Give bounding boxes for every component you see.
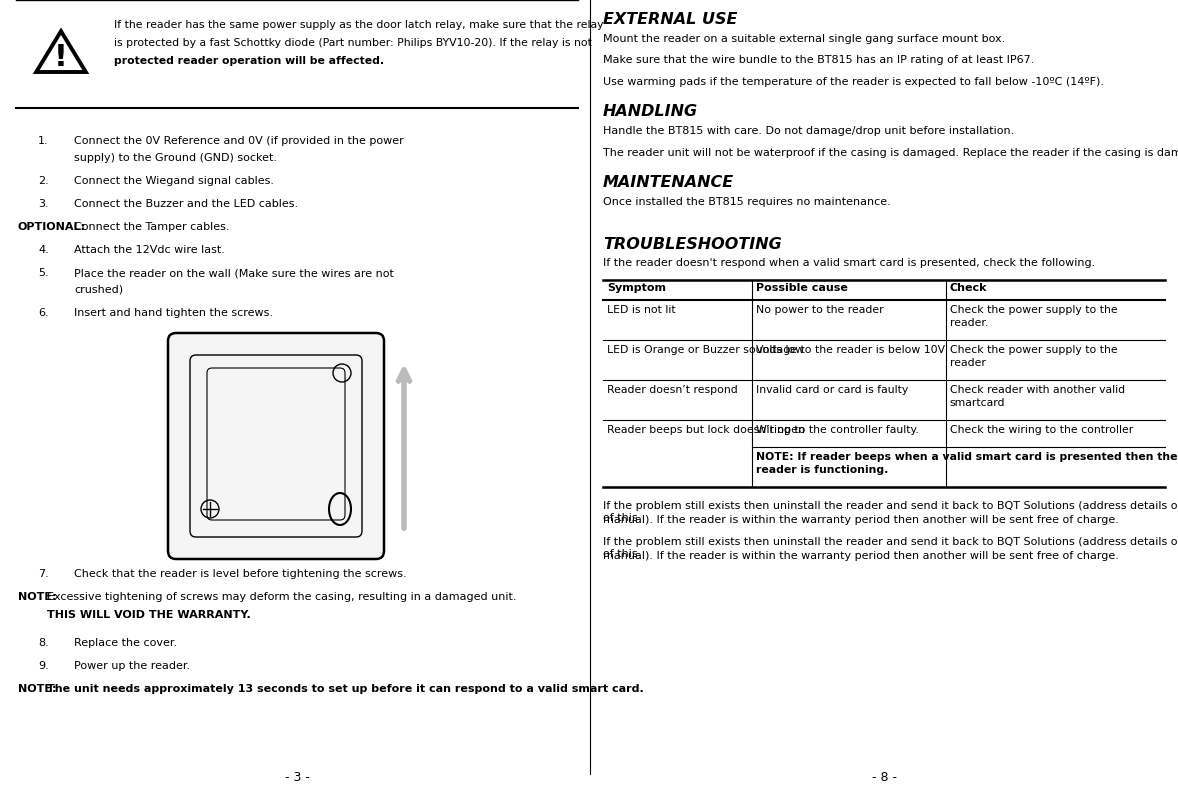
- Text: Mount the reader on a suitable external single gang surface mount box.: Mount the reader on a suitable external …: [603, 34, 1005, 44]
- Text: If the reader has the same power supply as the door latch relay, make sure that : If the reader has the same power supply …: [114, 20, 603, 30]
- FancyBboxPatch shape: [168, 333, 384, 559]
- Text: OPTIONAL:: OPTIONAL:: [18, 222, 86, 232]
- Text: protected reader operation will be affected.: protected reader operation will be affec…: [114, 56, 384, 66]
- Text: reader.: reader.: [949, 318, 988, 328]
- Text: Check: Check: [949, 283, 987, 293]
- Text: Once installed the BT815 requires no maintenance.: Once installed the BT815 requires no mai…: [603, 197, 891, 207]
- Text: reader: reader: [949, 358, 986, 368]
- Text: Symptom: Symptom: [607, 283, 666, 293]
- Text: is protected by a fast Schottky diode (Part number: Philips BYV10-20). If the re: is protected by a fast Schottky diode (P…: [114, 38, 591, 48]
- Text: Check that the reader is level before tightening the screws.: Check that the reader is level before ti…: [74, 569, 406, 579]
- Text: Reader doesn’t respond: Reader doesn’t respond: [607, 385, 737, 395]
- Text: Insert and hand tighten the screws.: Insert and hand tighten the screws.: [74, 308, 273, 318]
- Text: 5.: 5.: [38, 268, 48, 278]
- Text: NOTE:: NOTE:: [18, 684, 57, 694]
- Text: Replace the cover.: Replace the cover.: [74, 638, 177, 648]
- Text: smartcard: smartcard: [949, 398, 1005, 408]
- Text: The reader unit will not be waterproof if the casing is damaged. Replace the rea: The reader unit will not be waterproof i…: [603, 148, 1178, 158]
- Text: Connect the 0V Reference and 0V (if provided in the power: Connect the 0V Reference and 0V (if prov…: [74, 136, 404, 146]
- Text: 9.: 9.: [38, 661, 48, 671]
- Text: Reader beeps but lock doesn’t open: Reader beeps but lock doesn’t open: [607, 425, 805, 435]
- Text: crushed): crushed): [74, 285, 124, 295]
- Text: If the problem still exists then uninstall the reader and send it back to BQT So: If the problem still exists then uninsta…: [603, 537, 1178, 559]
- Text: manual). If the reader is within the warranty period then another will be sent f: manual). If the reader is within the war…: [603, 552, 1119, 561]
- Text: Check reader with another valid: Check reader with another valid: [949, 385, 1125, 395]
- Text: NOTE:: NOTE:: [18, 592, 57, 602]
- Text: Make sure that the wire bundle to the BT815 has an IP rating of at least IP67.: Make sure that the wire bundle to the BT…: [603, 56, 1034, 65]
- Text: 3.: 3.: [38, 199, 48, 209]
- Text: No power to the reader: No power to the reader: [756, 305, 884, 315]
- Text: manual). If the reader is within the warranty period then another will be sent f: manual). If the reader is within the war…: [603, 515, 1119, 525]
- Text: Wiring to the controller faulty.: Wiring to the controller faulty.: [756, 425, 919, 435]
- Text: Connect the Tamper cables.: Connect the Tamper cables.: [67, 222, 229, 232]
- Text: Check the power supply to the: Check the power supply to the: [949, 305, 1118, 315]
- Text: EXTERNAL USE: EXTERNAL USE: [603, 12, 737, 27]
- FancyBboxPatch shape: [190, 355, 362, 537]
- Text: Use warming pads if the temperature of the reader is expected to fall below -10º: Use warming pads if the temperature of t…: [603, 77, 1104, 87]
- Text: Place the reader on the wall (Make sure the wires are not: Place the reader on the wall (Make sure …: [74, 268, 393, 278]
- Text: Voltage to the reader is below 10V: Voltage to the reader is below 10V: [756, 345, 945, 355]
- Text: 6.: 6.: [38, 308, 48, 318]
- Text: !: !: [54, 44, 68, 72]
- Text: 1.: 1.: [38, 136, 48, 146]
- Text: MAINTENANCE: MAINTENANCE: [603, 175, 734, 190]
- Text: If the problem still exists then uninstall the reader and send it back to BQT So: If the problem still exists then uninsta…: [603, 501, 1178, 522]
- Text: LED is Orange or Buzzer sounds low: LED is Orange or Buzzer sounds low: [607, 345, 805, 355]
- Text: TROUBLESHOOTING: TROUBLESHOOTING: [603, 236, 782, 252]
- Text: Attach the 12Vdc wire last.: Attach the 12Vdc wire last.: [74, 245, 225, 255]
- Text: - 8 -: - 8 -: [872, 771, 896, 784]
- Text: If the reader doesn't respond when a valid smart card is presented, check the fo: If the reader doesn't respond when a val…: [603, 259, 1096, 268]
- Text: 7.: 7.: [38, 569, 48, 579]
- Text: - 3 -: - 3 -: [285, 771, 310, 784]
- Text: HANDLING: HANDLING: [603, 104, 699, 119]
- Text: LED is not lit: LED is not lit: [607, 305, 676, 315]
- Text: Handle the BT815 with care. Do not damage/drop unit before installation.: Handle the BT815 with care. Do not damag…: [603, 127, 1014, 136]
- Text: NOTE: If reader beeps when a valid smart card is presented then the: NOTE: If reader beeps when a valid smart…: [756, 452, 1178, 462]
- Text: The unit needs approximately 13 seconds to set up before it can respond to a val: The unit needs approximately 13 seconds …: [47, 684, 643, 694]
- Text: Connect the Buzzer and the LED cables.: Connect the Buzzer and the LED cables.: [74, 199, 298, 209]
- Text: Excessive tightening of screws may deform the casing, resulting in a damaged uni: Excessive tightening of screws may defor…: [47, 592, 516, 602]
- Text: supply) to the Ground (GND) socket.: supply) to the Ground (GND) socket.: [74, 153, 277, 163]
- Text: Connect the Wiegand signal cables.: Connect the Wiegand signal cables.: [74, 176, 274, 186]
- Text: 2.: 2.: [38, 176, 48, 186]
- Text: Check the power supply to the: Check the power supply to the: [949, 345, 1118, 355]
- Text: Check the wiring to the controller: Check the wiring to the controller: [949, 425, 1133, 435]
- Text: 4.: 4.: [38, 245, 48, 255]
- Text: Power up the reader.: Power up the reader.: [74, 661, 190, 671]
- Text: Possible cause: Possible cause: [756, 283, 848, 293]
- FancyBboxPatch shape: [207, 368, 345, 520]
- Text: 8.: 8.: [38, 638, 48, 648]
- Text: THIS WILL VOID THE WARRANTY.: THIS WILL VOID THE WARRANTY.: [47, 610, 251, 620]
- Text: Invalid card or card is faulty: Invalid card or card is faulty: [756, 385, 908, 395]
- Text: reader is functioning.: reader is functioning.: [756, 465, 888, 475]
